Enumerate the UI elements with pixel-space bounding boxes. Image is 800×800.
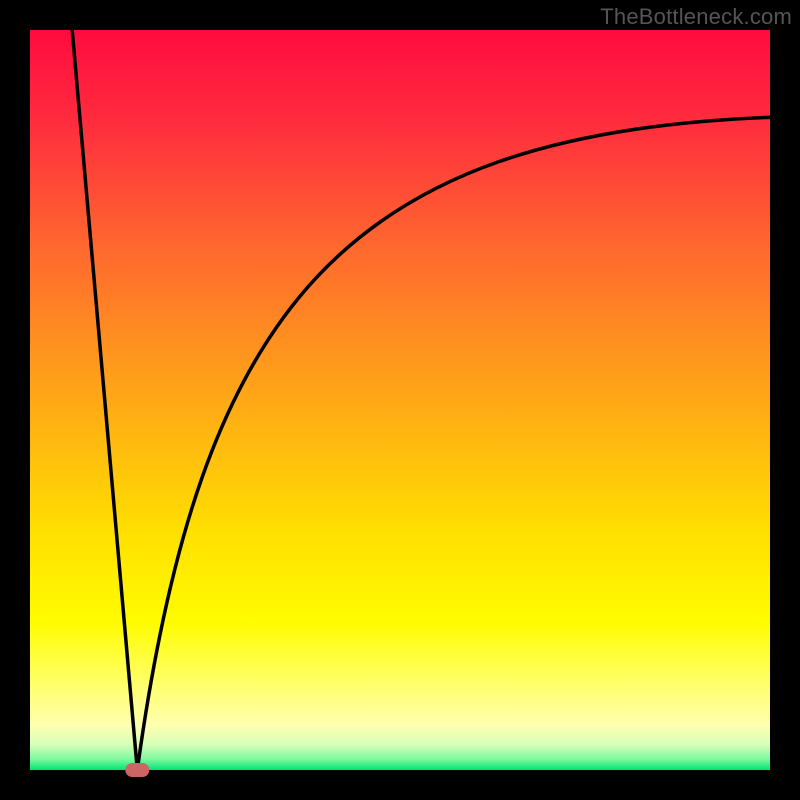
bottleneck-curve-chart	[0, 0, 800, 800]
chart-container: TheBottleneck.com	[0, 0, 800, 800]
watermark-text: TheBottleneck.com	[600, 4, 792, 30]
dip-marker	[125, 763, 149, 777]
plot-background	[30, 30, 770, 770]
